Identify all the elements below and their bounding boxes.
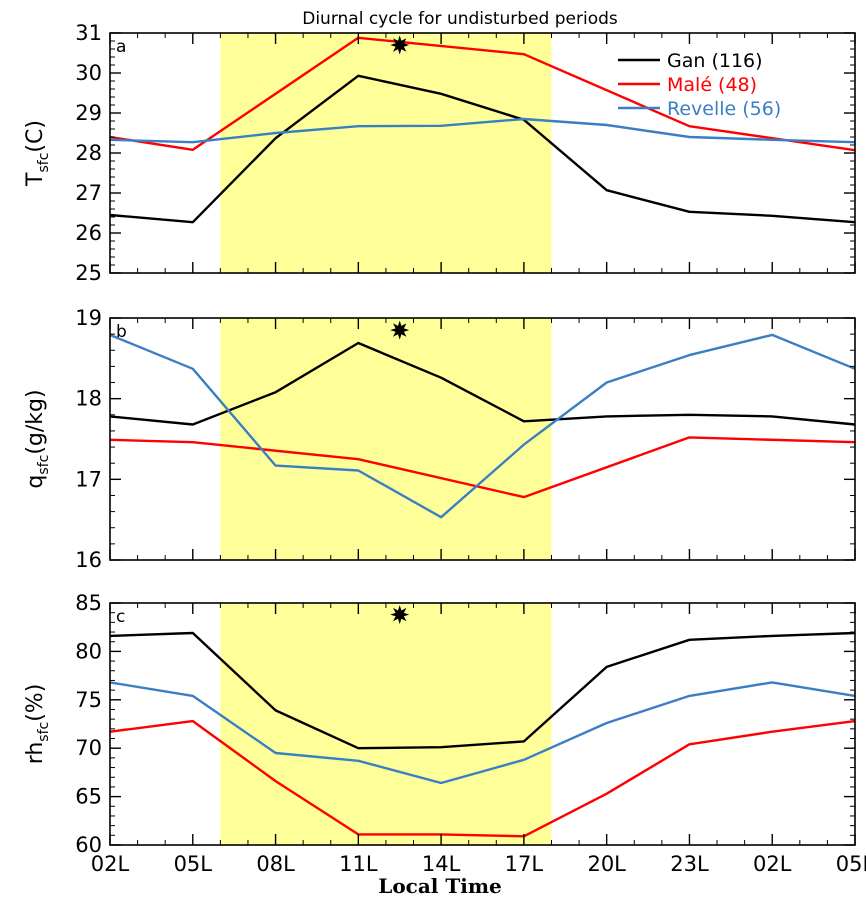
panel-b: 16 17 18 19 b qsfc(g/kg) bbox=[23, 306, 856, 572]
x-axis-label: Local Time bbox=[378, 874, 501, 898]
y-axis-label-unit: (C) bbox=[23, 120, 48, 153]
panel-frame bbox=[109, 602, 856, 846]
panel-letter: a bbox=[116, 37, 126, 57]
series-line-c-1 bbox=[109, 719, 856, 838]
series-line-c-2 bbox=[109, 681, 856, 785]
y-tick-label: 17 bbox=[75, 467, 102, 491]
y-axis-label-sub: sfc bbox=[36, 722, 52, 742]
y-tick-label: 29 bbox=[75, 101, 102, 125]
daytime-shading bbox=[220, 318, 552, 560]
legend-label-2: Revelle (56) bbox=[667, 98, 781, 120]
y-tick-label: 25 bbox=[75, 261, 102, 285]
y-tick-label: 60 bbox=[75, 833, 102, 857]
y-tick-label: 18 bbox=[75, 387, 102, 411]
daytime-shading bbox=[220, 33, 552, 273]
y-tick-label: 19 bbox=[75, 306, 102, 330]
panel-frame bbox=[109, 317, 856, 561]
legend-label-1: Malé (48) bbox=[667, 74, 757, 96]
x-tick-label: 14L bbox=[422, 852, 461, 876]
x-tick-label: 05L bbox=[836, 852, 866, 876]
y-axis-label-sub: sfc bbox=[36, 153, 52, 173]
series-line-b-0 bbox=[109, 341, 856, 426]
panel-letter: c bbox=[116, 607, 125, 627]
legend-label-0: Gan (116) bbox=[667, 50, 763, 72]
y-axis-label: Tsfc(C) bbox=[23, 120, 52, 187]
series-line-b-2 bbox=[109, 333, 856, 519]
star-marker-a bbox=[390, 35, 410, 55]
x-tick-label: 02L bbox=[91, 852, 130, 876]
y-tick-label: 85 bbox=[75, 591, 102, 615]
y-tick-label: 26 bbox=[75, 221, 102, 245]
y-tick-label: 31 bbox=[75, 21, 102, 45]
y-tick-label: 80 bbox=[75, 639, 102, 663]
y-tick-label: 16 bbox=[75, 548, 102, 572]
daytime-shading bbox=[220, 603, 552, 845]
series-line-a-0 bbox=[109, 74, 856, 224]
y-axis-label: qsfc(g/kg) bbox=[23, 389, 52, 488]
series-line-b-1 bbox=[109, 436, 856, 499]
panel-letter: b bbox=[116, 322, 127, 342]
y-tick-label: 28 bbox=[75, 141, 102, 165]
y-tick-label: 30 bbox=[75, 61, 102, 85]
y-tick-label: 75 bbox=[75, 688, 102, 712]
series-line-c-0 bbox=[109, 631, 856, 750]
legend: Gan (116)Malé (48)Revelle (56) bbox=[618, 50, 781, 120]
panel-a: 25 26 27 28 29 30 31 a Tsfc(C) bbox=[23, 21, 856, 285]
x-tick-label: 17L bbox=[505, 852, 544, 876]
chart-title: Diurnal cycle for undisturbed periods bbox=[302, 9, 618, 29]
x-tick-label: 23L bbox=[670, 852, 709, 876]
x-tick-label: 11L bbox=[339, 852, 378, 876]
y-axis-label: rhsfc(%) bbox=[23, 684, 52, 765]
x-tick-label: 02L bbox=[753, 852, 792, 876]
y-axis-label-unit: (g/kg) bbox=[23, 389, 48, 454]
star-marker-b bbox=[390, 320, 410, 340]
x-tick-label: 20L bbox=[587, 852, 626, 876]
series-line-a-2 bbox=[109, 117, 856, 144]
panels-layer: 25262728293031aTsfc(C)16171819bqsfc(g/kg… bbox=[23, 21, 866, 876]
y-axis-label-main: rh bbox=[23, 742, 48, 765]
series-line-a-1 bbox=[109, 36, 856, 152]
y-tick-label: 27 bbox=[75, 181, 102, 205]
y-axis-label-main: q bbox=[23, 475, 48, 489]
y-tick-label: 65 bbox=[75, 785, 102, 809]
y-axis-label-main: T bbox=[23, 172, 48, 187]
x-tick-label: 05L bbox=[174, 852, 213, 876]
y-axis-label-unit: (%) bbox=[23, 684, 48, 722]
y-axis-label-sub: sfc bbox=[36, 455, 52, 475]
star-marker-c bbox=[390, 605, 410, 625]
y-tick-label: 70 bbox=[75, 736, 102, 760]
x-tick-label: 08L bbox=[256, 852, 295, 876]
panel-c: 60 65 70 75 80 85 c rhsfc(%) bbox=[23, 591, 856, 857]
